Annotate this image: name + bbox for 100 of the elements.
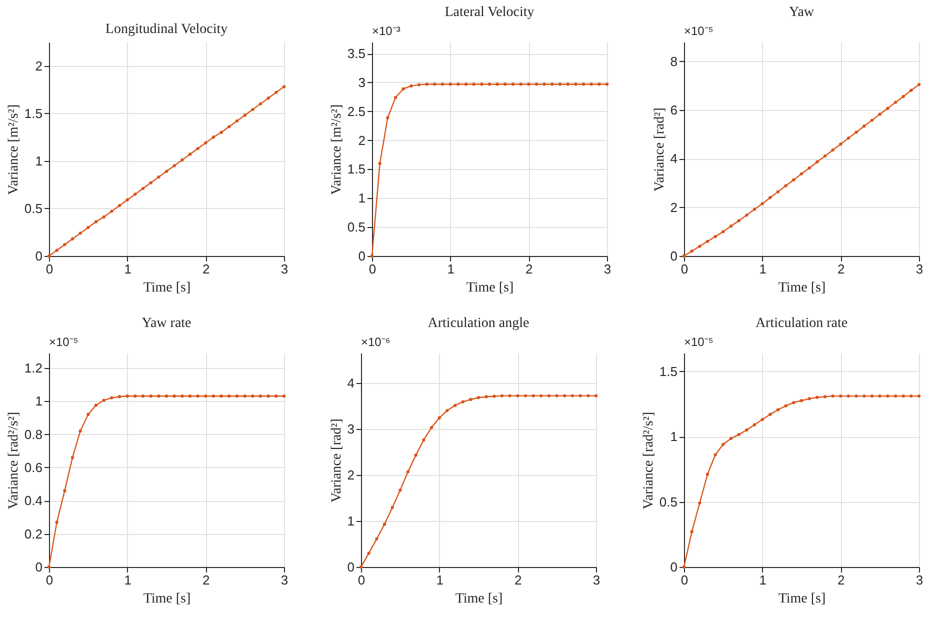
x-tick-label: 3	[916, 262, 924, 276]
x-tick-label: 2	[526, 262, 533, 276]
point	[243, 394, 246, 398]
point	[235, 394, 239, 398]
point	[752, 423, 756, 426]
y-tick-label: 0.5	[347, 220, 366, 235]
x-tick-label: 1	[759, 262, 766, 276]
point	[558, 82, 562, 86]
point	[504, 82, 507, 86]
point	[808, 166, 811, 170]
point	[220, 394, 223, 398]
point	[519, 82, 522, 86]
point	[854, 130, 858, 134]
x-tick-label: 3	[280, 262, 288, 276]
point	[164, 394, 168, 398]
point	[102, 398, 106, 402]
point	[862, 124, 866, 128]
point	[760, 202, 764, 206]
y-tick-label: 1	[35, 153, 42, 168]
point	[714, 453, 717, 456]
point	[282, 85, 286, 88]
text: ×10⁻⁵	[684, 24, 714, 38]
point	[886, 106, 890, 110]
point	[266, 394, 270, 398]
point	[690, 250, 694, 253]
point	[760, 418, 764, 422]
point	[180, 394, 184, 398]
point	[566, 82, 570, 86]
y-tick-label: 2	[670, 200, 678, 215]
x-tick-label: 2	[202, 572, 210, 588]
point	[706, 472, 710, 476]
y-tick-label: 2	[358, 132, 366, 148]
point	[910, 88, 913, 92]
point	[792, 401, 796, 404]
point	[228, 125, 231, 128]
point	[886, 394, 890, 398]
point	[484, 395, 488, 398]
y-tick-label: 1.5	[347, 162, 366, 177]
point	[540, 394, 543, 398]
y-axis-title: Variance [m²/s²]	[329, 104, 344, 195]
y-tick-label: 2	[35, 58, 42, 74]
y-tick-label: 0.5	[24, 200, 42, 216]
point	[816, 396, 819, 399]
point	[496, 82, 499, 86]
point	[729, 436, 733, 440]
point	[55, 520, 58, 524]
point	[47, 565, 51, 569]
point	[555, 394, 558, 398]
point	[164, 170, 168, 173]
point	[800, 399, 804, 402]
x-axis-title: Time [s]	[143, 280, 191, 296]
point	[157, 175, 160, 179]
point	[894, 394, 898, 398]
point	[422, 438, 426, 442]
point	[894, 100, 898, 104]
y-tick-label: 3	[347, 421, 354, 436]
x-tick-label: 3	[604, 262, 612, 276]
point	[594, 394, 598, 398]
point	[870, 394, 874, 398]
point	[590, 82, 593, 86]
x-tick-label: 2	[514, 572, 522, 588]
point	[172, 164, 176, 168]
point	[390, 506, 394, 510]
point	[776, 190, 780, 194]
point	[917, 394, 921, 398]
point	[461, 400, 464, 404]
point	[433, 82, 436, 86]
chart-title: Yaw rate	[142, 316, 192, 331]
point	[126, 198, 129, 202]
point	[370, 254, 374, 258]
point	[204, 141, 208, 144]
point	[394, 96, 398, 100]
point	[212, 394, 216, 398]
point	[274, 394, 278, 398]
point	[70, 237, 74, 240]
point	[274, 90, 278, 94]
y-tick-label: 0.5	[659, 494, 678, 510]
point	[417, 83, 421, 86]
point	[574, 82, 578, 86]
x-axis-title: Time [s]	[143, 592, 191, 606]
x-tick-label: 2	[838, 262, 845, 276]
point	[110, 210, 114, 213]
y-tick-label: 0	[358, 248, 366, 264]
point	[382, 522, 386, 526]
point	[854, 394, 858, 398]
point	[910, 394, 913, 398]
x-tick-label: 1	[436, 572, 444, 588]
x-tick-label: 0	[368, 262, 376, 276]
x-tick-label: 1	[124, 262, 132, 276]
point	[149, 394, 152, 398]
x-tick-label: 0	[46, 572, 54, 588]
point	[406, 470, 410, 474]
point	[511, 82, 515, 86]
point	[690, 530, 694, 534]
point	[768, 196, 772, 200]
y-tick-label: 4	[670, 151, 678, 166]
point	[516, 394, 520, 398]
point	[500, 394, 504, 398]
point	[698, 244, 702, 248]
point	[188, 152, 192, 156]
